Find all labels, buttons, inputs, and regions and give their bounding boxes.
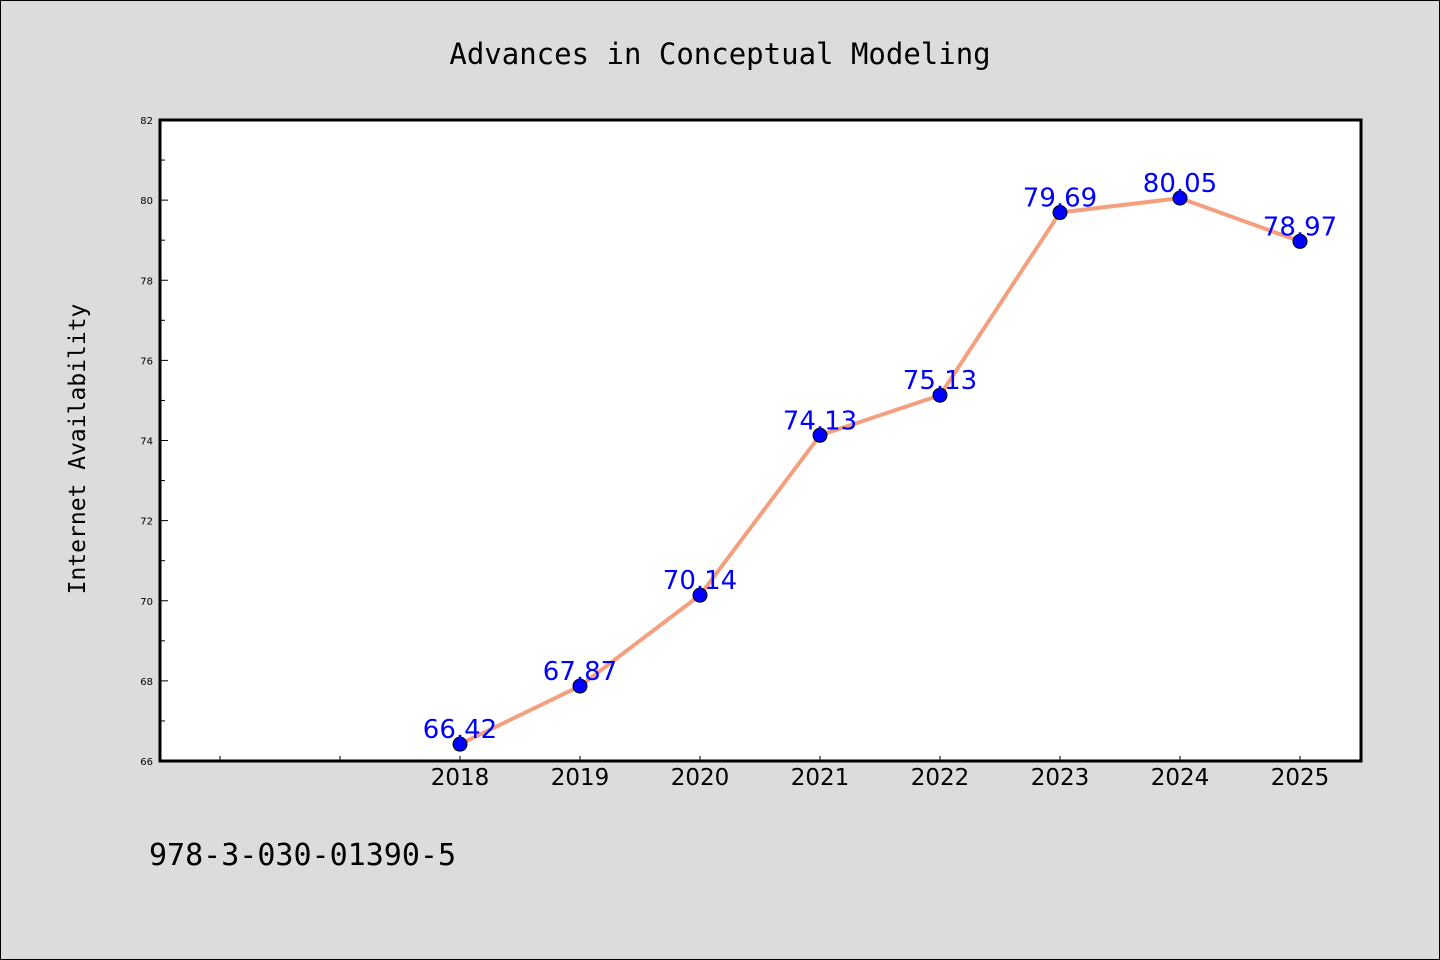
plot-area — [158, 118, 1363, 763]
y-axis-ticks: 66 68 70 72 74 76 78 80 82 — [140, 116, 168, 768]
y-tick-label: 66 — [140, 757, 153, 768]
data-point — [572, 678, 588, 694]
y-tick-label: 80 — [140, 196, 153, 207]
x-tick-label: 2018 — [431, 765, 490, 791]
data-label: 80.05 — [1143, 169, 1217, 199]
y-tick-label: 68 — [140, 677, 153, 688]
data-point — [1292, 233, 1308, 249]
data-label: 67.87 — [543, 657, 617, 687]
y-tick-label: 76 — [140, 356, 153, 367]
data-point — [1172, 190, 1188, 206]
data-label: 70.14 — [663, 566, 737, 596]
data-point — [1052, 205, 1068, 221]
data-label: 79.69 — [1023, 184, 1097, 214]
y-tick-label: 70 — [140, 597, 153, 608]
data-point — [452, 736, 468, 752]
data-point — [692, 587, 708, 603]
data-label: 75.13 — [903, 366, 977, 396]
x-tick-label: 2024 — [1151, 765, 1210, 791]
data-label: 78.97 — [1263, 212, 1337, 242]
data-point — [812, 427, 828, 443]
y-tick-label: 82 — [140, 116, 153, 127]
x-axis-ticks: 2018 2019 2020 2021 2022 2023 2024 2025 — [219, 756, 1330, 791]
series-layer: 66.42 67.87 70.14 74.13 75.13 79.69 80.05 78.97 — [423, 169, 1337, 752]
y-tick-label: 78 — [140, 276, 153, 287]
x-tick-label: 2019 — [551, 765, 610, 791]
series-line — [458, 196, 1302, 747]
y-tick-label: 74 — [140, 437, 153, 448]
y-tick-label: 72 — [140, 517, 153, 528]
data-point — [932, 387, 948, 403]
x-tick-label: 2022 — [911, 765, 970, 791]
x-tick-label: 2021 — [791, 765, 850, 791]
x-tick-label: 2023 — [1031, 765, 1090, 791]
x-tick-label: 2020 — [671, 765, 730, 791]
data-label: 74.13 — [783, 406, 857, 436]
data-label: 66.42 — [423, 715, 497, 745]
y-axis-label: Internet Availability — [65, 304, 91, 595]
isbn-text: 978-3-030-01390-5 — [149, 838, 456, 873]
x-tick-label: 2025 — [1271, 765, 1330, 791]
chart-title: Advances in Conceptual Modeling — [449, 37, 990, 71]
